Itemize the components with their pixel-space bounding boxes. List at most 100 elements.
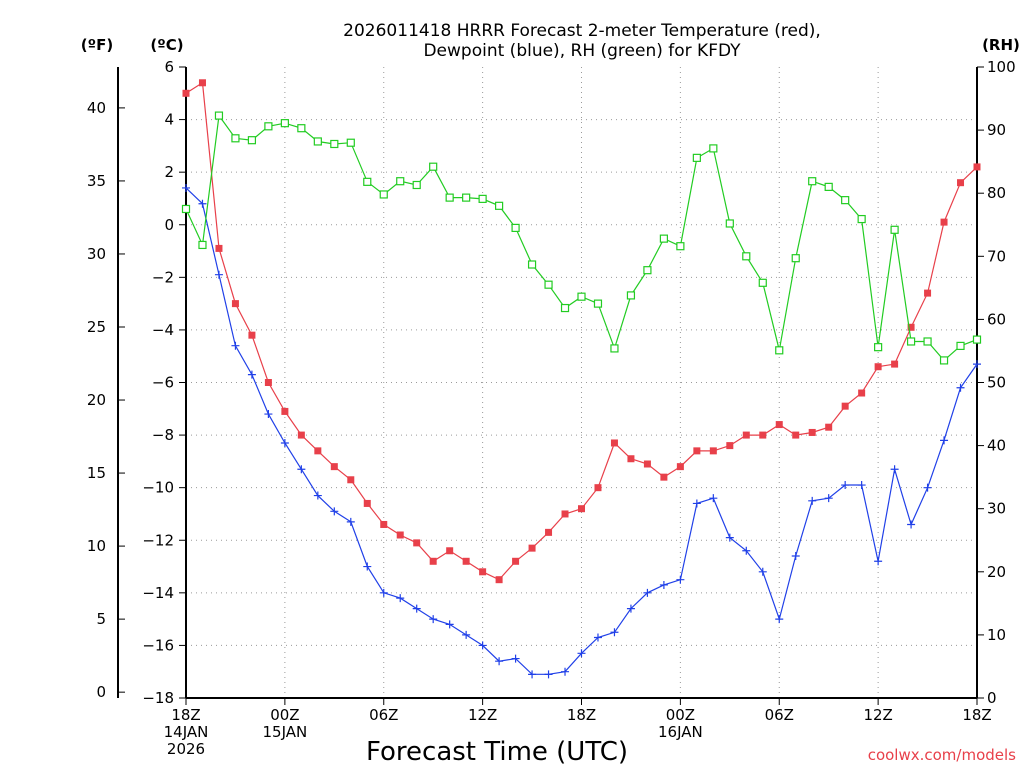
dewpoint-point	[214, 270, 223, 279]
temperature-point	[891, 360, 899, 368]
fahrenheit-tick-label: 0	[96, 683, 106, 701]
temperature-point	[281, 407, 289, 415]
rh-point	[495, 201, 504, 210]
dewpoint-point	[462, 630, 471, 639]
x-tick-label: 18Z	[171, 706, 200, 724]
rh-point	[939, 356, 949, 365]
temperature-point	[643, 460, 651, 468]
temperature-point	[841, 402, 849, 410]
rh-point	[923, 337, 932, 346]
x-tick-label: 00Z	[270, 706, 299, 724]
dewpoint-point	[495, 657, 504, 666]
rh-tick-label: 0	[987, 689, 997, 707]
temperature-point	[446, 547, 454, 555]
rh-point	[280, 119, 289, 128]
dewpoint-point	[363, 562, 372, 571]
celsius-tick-label: 0	[164, 216, 174, 234]
dewpoint-point	[890, 465, 899, 474]
rh-point	[610, 344, 619, 353]
temperature-point	[610, 439, 618, 447]
tick-labels: 6420−2−4−6−8−10−12−14−16−184035302520151…	[87, 58, 1016, 758]
temperature-point	[940, 218, 948, 226]
temperature-point	[957, 179, 965, 187]
dewpoint-point	[956, 383, 965, 392]
dewpoint-point	[857, 481, 866, 490]
dewpoint-point	[643, 588, 652, 597]
temperature-point	[413, 539, 421, 547]
fahrenheit-tick-label: 40	[87, 99, 106, 117]
rh-point	[709, 144, 718, 153]
dewpoint-point	[725, 533, 734, 542]
x-tick-label: 18Z	[962, 706, 991, 724]
rh-point	[363, 177, 372, 186]
x-tick-label: 2026	[167, 740, 205, 758]
rh-unit-label: (RH)	[982, 36, 1020, 54]
dewpoint-point	[247, 370, 256, 379]
dewpoint-point	[577, 649, 586, 658]
rh-point	[231, 134, 240, 143]
temperature-point	[726, 442, 734, 450]
series-temperature	[182, 79, 981, 584]
rh-point	[692, 153, 701, 162]
temperature-point	[495, 576, 503, 584]
celsius-tick-label: −8	[152, 426, 174, 444]
rh-point	[791, 254, 800, 263]
temperature-point	[924, 289, 932, 297]
temperature-point	[248, 331, 256, 339]
fahrenheit-tick-label: 30	[87, 245, 106, 263]
rh-point	[247, 136, 257, 145]
dewpoint-point	[940, 436, 949, 445]
rh-point	[313, 137, 322, 146]
temperature-point	[561, 510, 569, 518]
dewpoint-point	[923, 483, 932, 492]
temperature-point	[429, 557, 437, 565]
rh-tick-label: 70	[987, 247, 1006, 265]
rh-point	[972, 335, 982, 344]
rh-point	[824, 182, 833, 191]
celsius-tick-label: 4	[164, 111, 174, 129]
fahrenheit-tick-label: 35	[87, 172, 106, 190]
dewpoint-point	[182, 183, 190, 192]
series-dewpoint	[182, 183, 981, 679]
dewpoint-point	[610, 628, 619, 637]
rh-point	[906, 337, 916, 346]
temperature-point	[462, 557, 470, 565]
dewpoint-point	[874, 557, 883, 566]
axes	[117, 66, 984, 705]
temperature-point	[693, 447, 701, 455]
dewpoint-point	[841, 481, 850, 490]
dewpoint-point	[692, 499, 701, 508]
x-tick-label: 15JAN	[263, 723, 308, 741]
x-tick-label: 06Z	[765, 706, 794, 724]
rh-tick-label: 90	[987, 121, 1006, 139]
dewpoint-point	[791, 552, 800, 561]
temperature-point	[627, 455, 635, 463]
temperature-point	[396, 531, 404, 539]
dewpoint-point	[445, 620, 454, 629]
rh-point	[445, 193, 454, 202]
rh-point	[462, 193, 471, 202]
rh-tick-label: 50	[987, 374, 1006, 392]
rh-point	[775, 346, 784, 355]
rh-point	[412, 180, 421, 190]
temperature-point	[858, 389, 866, 397]
series-rh	[181, 111, 982, 365]
temperature-point	[676, 463, 684, 471]
dewpoint-point	[907, 520, 916, 529]
rh-point	[890, 225, 899, 234]
grid	[186, 67, 977, 698]
temperature-point	[825, 423, 833, 431]
dewpoint-point	[808, 496, 817, 505]
dewpoint-point	[396, 594, 405, 603]
x-tick-label: 14JAN	[164, 723, 209, 741]
celsius-tick-label: −2	[152, 268, 174, 286]
temperature-point	[198, 79, 206, 87]
dewpoint-point	[297, 465, 306, 474]
rh-point	[560, 303, 570, 313]
rh-point	[198, 240, 207, 250]
rh-point	[181, 204, 191, 214]
dewpoint-point	[824, 494, 833, 503]
fahrenheit-tick-label: 20	[87, 391, 106, 409]
rh-point	[626, 291, 636, 300]
temperature-point	[314, 447, 322, 455]
